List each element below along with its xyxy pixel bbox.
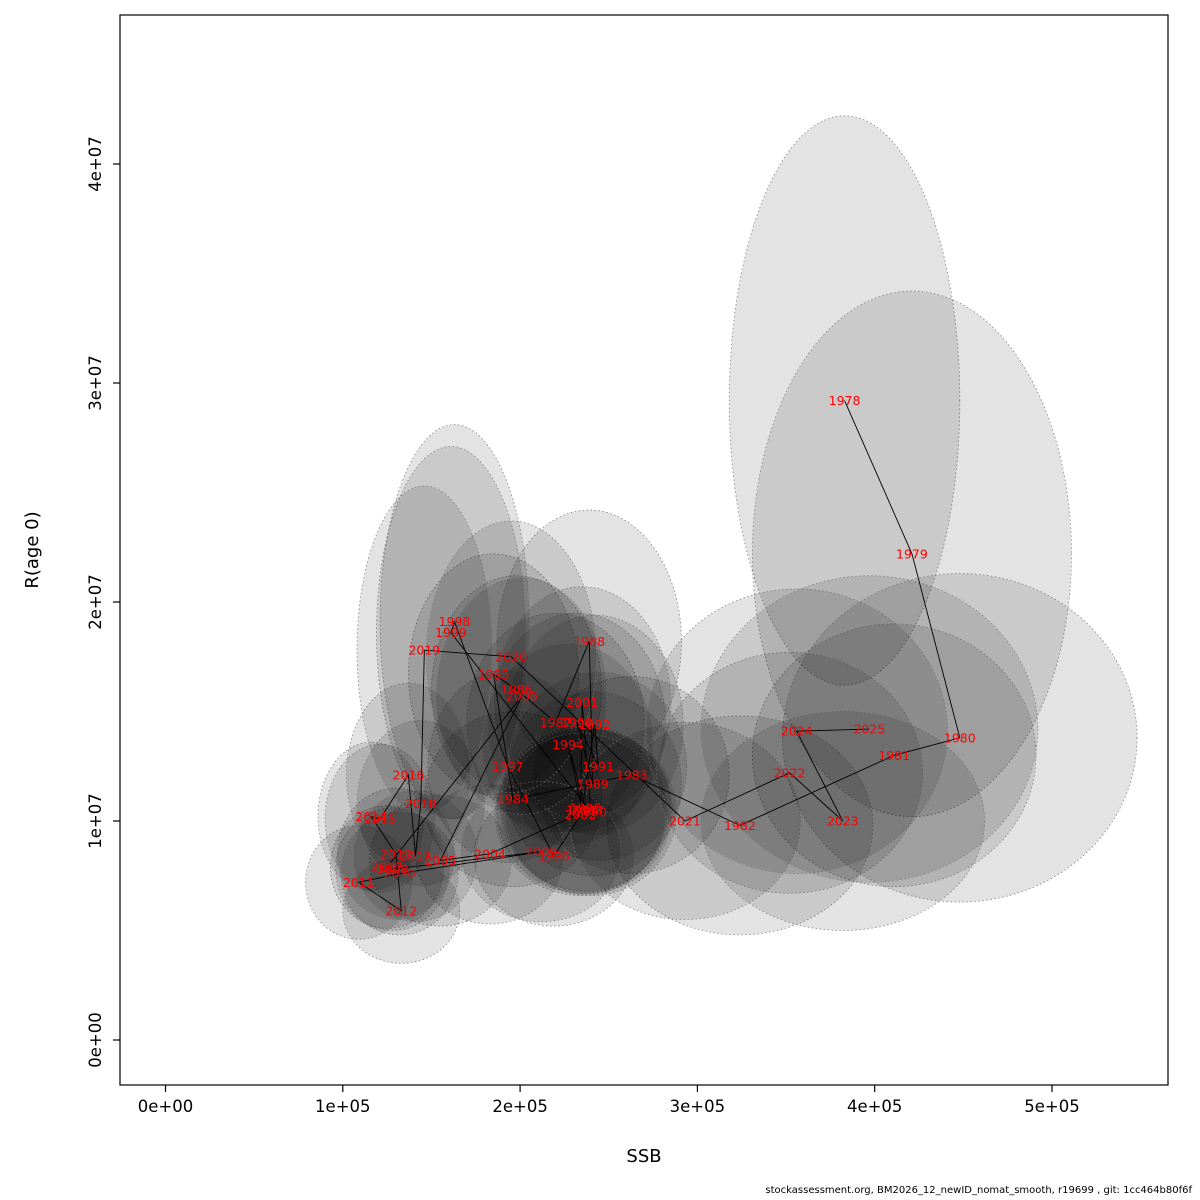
year-label: 1995 bbox=[570, 800, 602, 815]
year-label: 1988 bbox=[573, 634, 605, 649]
year-label: 2009 bbox=[525, 844, 557, 859]
confidence-ellipses bbox=[305, 115, 1138, 964]
x-tick-label: 1e+05 bbox=[315, 1097, 370, 1116]
x-tick-label: 4e+05 bbox=[847, 1097, 902, 1116]
year-label: 1989 bbox=[577, 776, 609, 791]
y-tick-label: 4e+07 bbox=[86, 136, 105, 191]
y-tick-label: 0e+00 bbox=[86, 1012, 105, 1067]
year-label: 2012 bbox=[385, 903, 417, 918]
year-trajectory bbox=[357, 400, 961, 912]
x-tick-label: 5e+05 bbox=[1024, 1097, 1079, 1116]
year-label: 2004 bbox=[474, 846, 506, 861]
y-tick-label: 1e+07 bbox=[86, 793, 105, 848]
year-label: 1992 bbox=[579, 717, 611, 732]
year-label: 1997 bbox=[492, 759, 524, 774]
year-label: 2023 bbox=[827, 814, 859, 829]
year-label: 1980 bbox=[944, 730, 976, 745]
year-label: 1983 bbox=[616, 768, 648, 783]
year-label: 1998 bbox=[439, 614, 471, 629]
y-tick-label: 3e+07 bbox=[86, 355, 105, 410]
year-label: 2016 bbox=[392, 768, 424, 783]
year-label: 2020 bbox=[495, 649, 527, 664]
x-tick-label: 0e+00 bbox=[138, 1097, 193, 1116]
year-label: 1982 bbox=[724, 818, 756, 833]
year-label: 2015 bbox=[364, 811, 396, 826]
year-label: 2024 bbox=[781, 724, 813, 739]
year-label: 2022 bbox=[774, 765, 806, 780]
year-label: 1999 bbox=[435, 625, 467, 640]
x-tick-label: 3e+05 bbox=[670, 1097, 725, 1116]
year-label: 1981 bbox=[878, 748, 910, 763]
year-label: 2006 bbox=[506, 689, 538, 704]
year-label: 1978 bbox=[829, 393, 861, 408]
plot-border bbox=[119, 14, 1169, 1086]
year-label: 1984 bbox=[497, 792, 529, 807]
year-label: 2007 bbox=[371, 859, 403, 874]
year-label: 2005 bbox=[424, 853, 456, 868]
year-label: 2017 bbox=[400, 849, 432, 864]
y-tick-label: 2e+07 bbox=[86, 574, 105, 629]
year-label: 2008 bbox=[377, 862, 409, 877]
axes: 0e+00 1e+05 2e+05 3e+05 4e+05 5e+05 0e+00 1e+07… bbox=[86, 14, 1169, 1116]
year-label: 1994 bbox=[552, 737, 584, 752]
x-axis-title: SSB bbox=[626, 1146, 661, 1167]
year-label: 2014 bbox=[355, 809, 387, 824]
year-label: 1987 bbox=[540, 715, 572, 730]
year-label: 1990 bbox=[561, 715, 593, 730]
year-label: 1991 bbox=[582, 759, 614, 774]
year-label: 2018 bbox=[405, 796, 437, 811]
year-label: 2013 bbox=[380, 846, 412, 861]
year-label: 1979 bbox=[896, 546, 928, 561]
year-label: 2000 bbox=[575, 805, 607, 820]
x-tick-label: 2e+05 bbox=[492, 1097, 547, 1116]
y-axis-title: R(age 0) bbox=[22, 511, 43, 588]
year-label: 2001 bbox=[566, 695, 598, 710]
year-label: 2025 bbox=[853, 722, 885, 737]
year-label: 2010 bbox=[384, 866, 416, 881]
year-label: 2019 bbox=[408, 643, 440, 658]
footer-caption: stockassessment.org, BM2026_12_newID_nom… bbox=[765, 1185, 1192, 1196]
year-label: 1996 bbox=[538, 849, 570, 864]
year-label: 2003 bbox=[572, 803, 604, 818]
year-label: 1985 bbox=[478, 667, 510, 682]
year-label: 2021 bbox=[669, 814, 701, 829]
year-label: 2002 bbox=[564, 807, 596, 822]
year-label: 2011 bbox=[343, 875, 375, 890]
year-label: 1986 bbox=[501, 682, 533, 697]
trajectory-line bbox=[357, 400, 961, 912]
year-label: 1993 bbox=[566, 803, 598, 818]
